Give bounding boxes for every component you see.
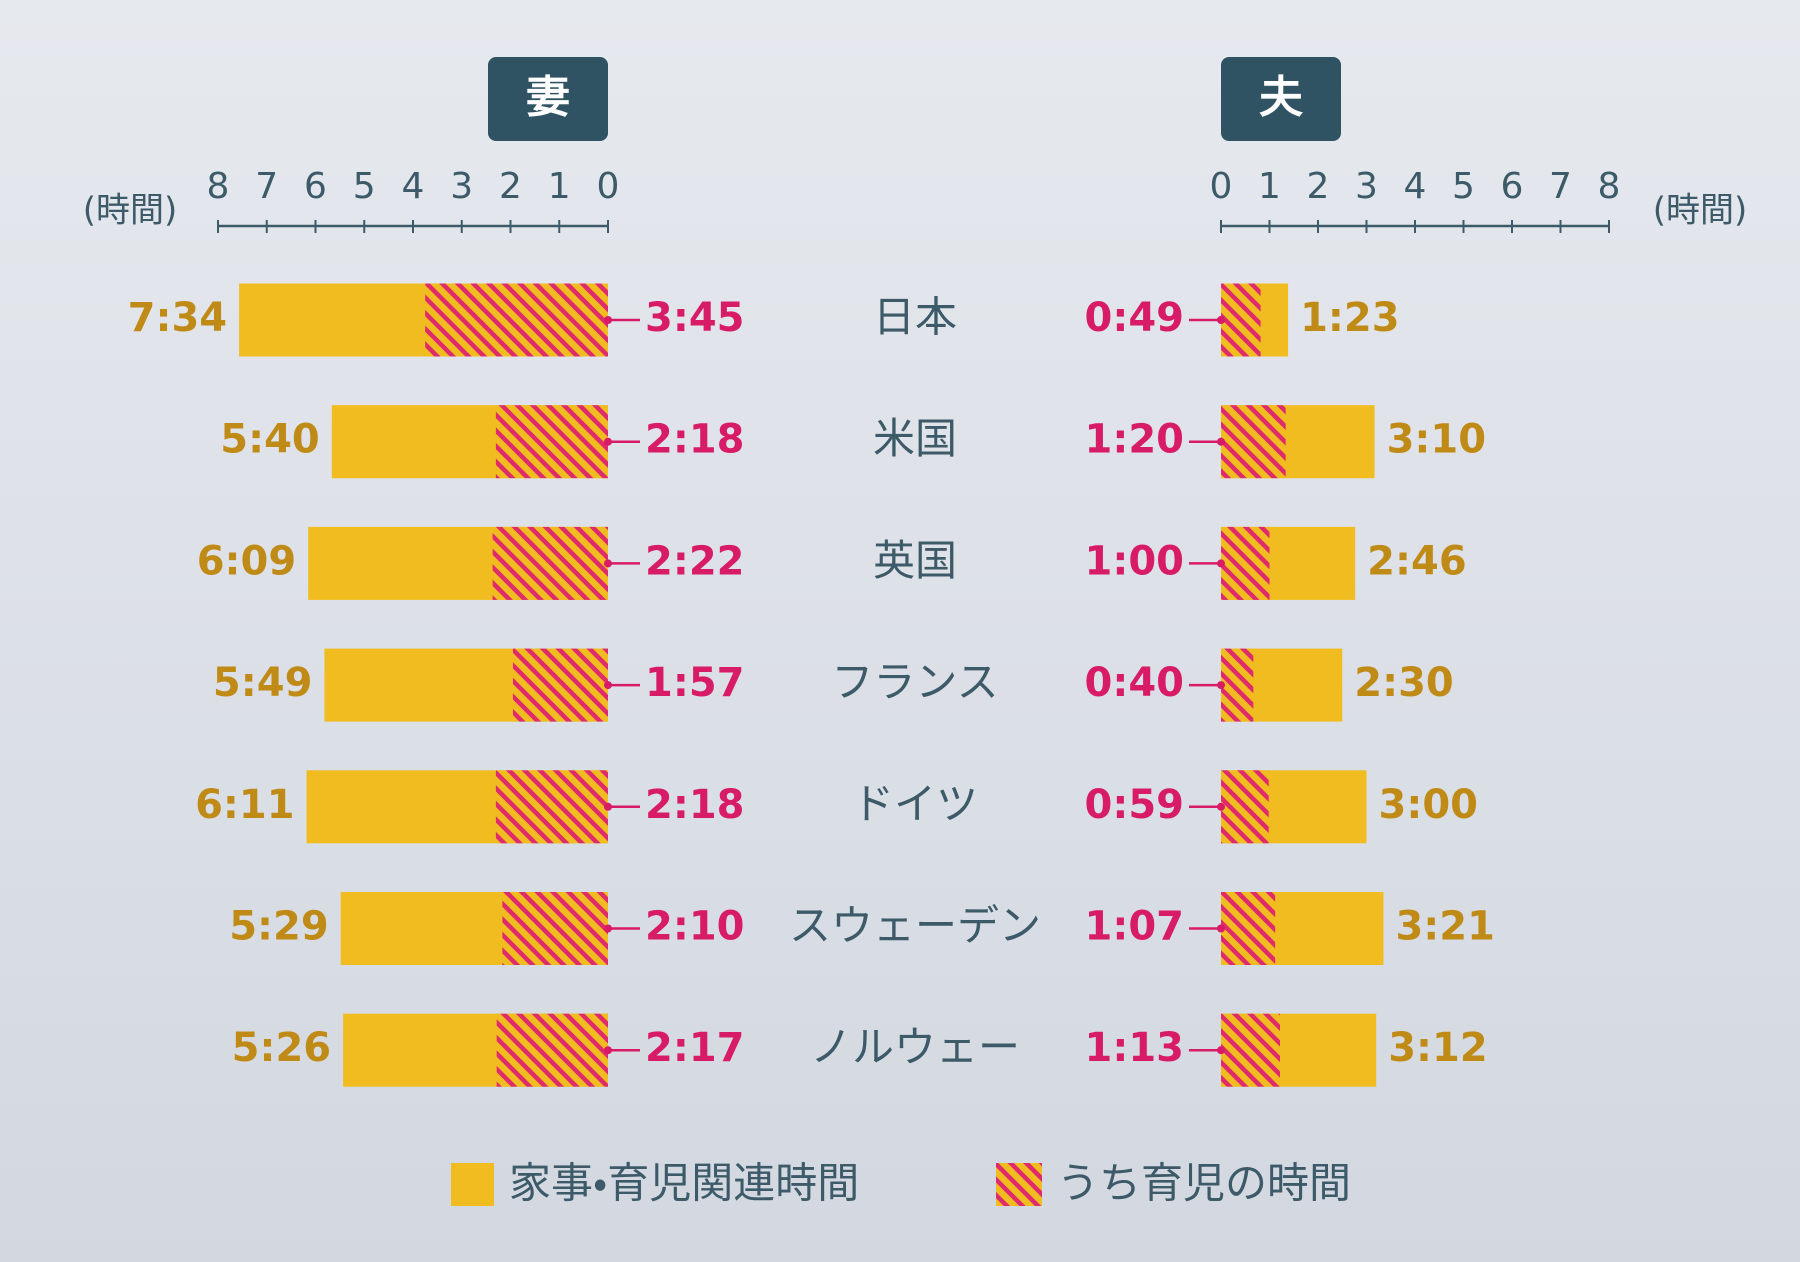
childcare-value-label: 2:10 bbox=[645, 904, 745, 950]
leader-dot bbox=[604, 559, 612, 568]
childcare-value-label: 1:07 bbox=[1085, 904, 1185, 950]
childcare-bar bbox=[1221, 892, 1276, 965]
childcare-value-label: 0:59 bbox=[1085, 782, 1185, 828]
x-tick-label: 3 bbox=[1355, 166, 1378, 207]
childcare-bar bbox=[1221, 770, 1269, 844]
total-value-label: 6:11 bbox=[195, 782, 295, 828]
leader-dot bbox=[1217, 1046, 1225, 1055]
childcare-bar bbox=[496, 1013, 608, 1087]
childcare-bar bbox=[1221, 283, 1261, 357]
childcare-value-label: 2:18 bbox=[645, 417, 745, 463]
x-tick-label: 1 bbox=[548, 166, 571, 207]
legend-label: うち育児の時間 bbox=[1057, 1159, 1351, 1208]
total-value-label: 5:26 bbox=[232, 1025, 332, 1071]
total-value-label: 3:10 bbox=[1387, 417, 1487, 463]
total-value-label: 2:30 bbox=[1354, 660, 1454, 706]
x-tick-label: 6 bbox=[1501, 166, 1524, 207]
total-value-label: 5:29 bbox=[229, 904, 329, 950]
childcare-value-label: 2:18 bbox=[645, 782, 745, 828]
x-tick-label: 7 bbox=[1549, 166, 1572, 207]
panel-title: 夫 bbox=[1259, 72, 1304, 123]
leader-dot bbox=[1217, 316, 1225, 324]
childcare-value-label: 0:49 bbox=[1085, 295, 1185, 341]
leader-dot bbox=[1217, 437, 1225, 446]
leader-dot bbox=[604, 437, 612, 446]
x-tick-label: 2 bbox=[1307, 166, 1330, 207]
x-tick-label: 0 bbox=[1210, 166, 1233, 207]
total-value-label: 3:21 bbox=[1395, 904, 1495, 950]
leader-dot bbox=[1217, 924, 1225, 933]
leader-dot bbox=[604, 924, 612, 933]
category-label: 英国 bbox=[873, 536, 957, 585]
x-tick-label: 4 bbox=[1404, 166, 1427, 207]
total-value-label: 5:49 bbox=[213, 660, 313, 706]
x-tick-label: 7 bbox=[255, 166, 278, 207]
x-tick-label: 2 bbox=[499, 166, 522, 207]
childcare-value-label: 1:20 bbox=[1085, 417, 1185, 463]
childcare-bar bbox=[512, 648, 608, 722]
category-label: フランス bbox=[831, 658, 998, 707]
total-value-label: 5:40 bbox=[220, 417, 320, 463]
x-tick-label: 3 bbox=[450, 166, 473, 207]
x-tick-label: 5 bbox=[1452, 166, 1475, 207]
legend-swatch bbox=[451, 1163, 494, 1206]
childcare-bar bbox=[495, 405, 608, 479]
leader-dot bbox=[604, 681, 612, 690]
x-tick-label: 6 bbox=[304, 166, 327, 207]
category-label: スウェーデン bbox=[789, 901, 1041, 950]
x-axis-label: (時間) bbox=[1653, 191, 1748, 231]
leader-dot bbox=[604, 1046, 612, 1055]
childcare-value-label: 1:57 bbox=[645, 660, 745, 706]
panel-title-box bbox=[1221, 57, 1341, 141]
category-label: 日本 bbox=[873, 293, 957, 342]
total-value-label: 1:23 bbox=[1300, 295, 1400, 341]
childcare-value-label: 3:45 bbox=[645, 295, 745, 341]
childcare-bar bbox=[1221, 526, 1270, 600]
legend-label: 家事・育児関連時間 bbox=[509, 1159, 859, 1208]
total-value-label: 6:09 bbox=[197, 538, 297, 584]
childcare-value-label: 2:22 bbox=[645, 538, 745, 584]
category-label: ドイツ bbox=[852, 779, 978, 828]
childcare-value-label: 0:40 bbox=[1085, 660, 1185, 706]
total-value-label: 7:34 bbox=[128, 295, 228, 341]
total-value-label: 3:12 bbox=[1388, 1025, 1488, 1071]
x-tick-label: 8 bbox=[207, 166, 230, 207]
childcare-bar bbox=[495, 770, 608, 844]
childcare-value-label: 1:00 bbox=[1085, 538, 1185, 584]
leader-dot bbox=[1217, 681, 1225, 690]
childcare-bar bbox=[1221, 405, 1286, 479]
leader-dot bbox=[604, 316, 612, 324]
childcare-bar bbox=[1221, 1013, 1281, 1087]
x-axis-label: (時間) bbox=[83, 191, 178, 231]
childcare-value-label: 1:13 bbox=[1085, 1025, 1185, 1071]
x-tick-label: 4 bbox=[402, 166, 425, 207]
x-tick-label: 8 bbox=[1598, 166, 1621, 207]
childcare-value-label: 2:17 bbox=[645, 1025, 745, 1071]
total-value-label: 3:00 bbox=[1379, 782, 1479, 828]
x-tick-label: 5 bbox=[353, 166, 376, 207]
panel-title-box bbox=[488, 57, 608, 141]
leader-dot bbox=[604, 802, 612, 811]
childcare-bar bbox=[425, 283, 608, 357]
x-tick-label: 1 bbox=[1258, 166, 1281, 207]
legend-swatch bbox=[996, 1163, 1042, 1206]
total-value-label: 2:46 bbox=[1367, 538, 1467, 584]
leader-dot bbox=[1217, 559, 1225, 568]
category-label: 米国 bbox=[873, 414, 957, 463]
panel-title: 妻 bbox=[526, 72, 570, 123]
childcare-bar bbox=[502, 892, 608, 965]
childcare-bar bbox=[1221, 648, 1254, 722]
x-tick-label: 0 bbox=[597, 166, 620, 207]
category-label: ノルウェー bbox=[810, 1023, 1020, 1072]
leader-dot bbox=[1217, 802, 1225, 811]
childcare-bar bbox=[492, 526, 608, 600]
